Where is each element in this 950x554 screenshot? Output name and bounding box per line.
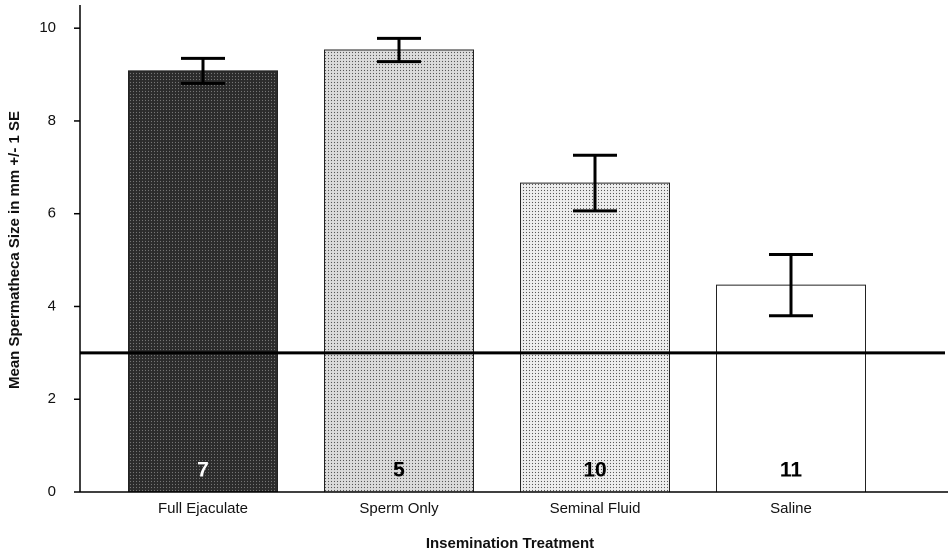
error-bar [769, 253, 813, 318]
x-tick-label: Full Ejaculate [158, 500, 248, 517]
bar [716, 284, 866, 493]
x-axis-title: Insemination Treatment [426, 535, 594, 552]
x-tick-label: Saline [770, 500, 812, 517]
bar [520, 182, 670, 493]
sample-size: 7 [197, 459, 209, 482]
y-tick-label: 2 [48, 390, 56, 407]
sample-size: 10 [583, 459, 606, 482]
bar [128, 70, 278, 493]
sample-size: 5 [393, 459, 405, 482]
y-tick-label: 8 [48, 112, 56, 129]
x-tick-label: Sperm Only [359, 500, 439, 517]
error-bar [573, 153, 617, 213]
error-bar [181, 56, 225, 85]
y-axis-title: Mean Spermatheca Size in mm +/- 1 SE [6, 111, 23, 389]
x-tick-label: Seminal Fluid [550, 500, 641, 517]
y-tick-label: 10 [39, 19, 56, 36]
y-tick-label: 6 [48, 205, 56, 222]
sample-size: 11 [780, 459, 803, 482]
error-bar [377, 36, 421, 64]
y-tick-label: 4 [48, 297, 56, 314]
y-tick-label: 0 [48, 483, 56, 500]
bar [324, 49, 474, 493]
